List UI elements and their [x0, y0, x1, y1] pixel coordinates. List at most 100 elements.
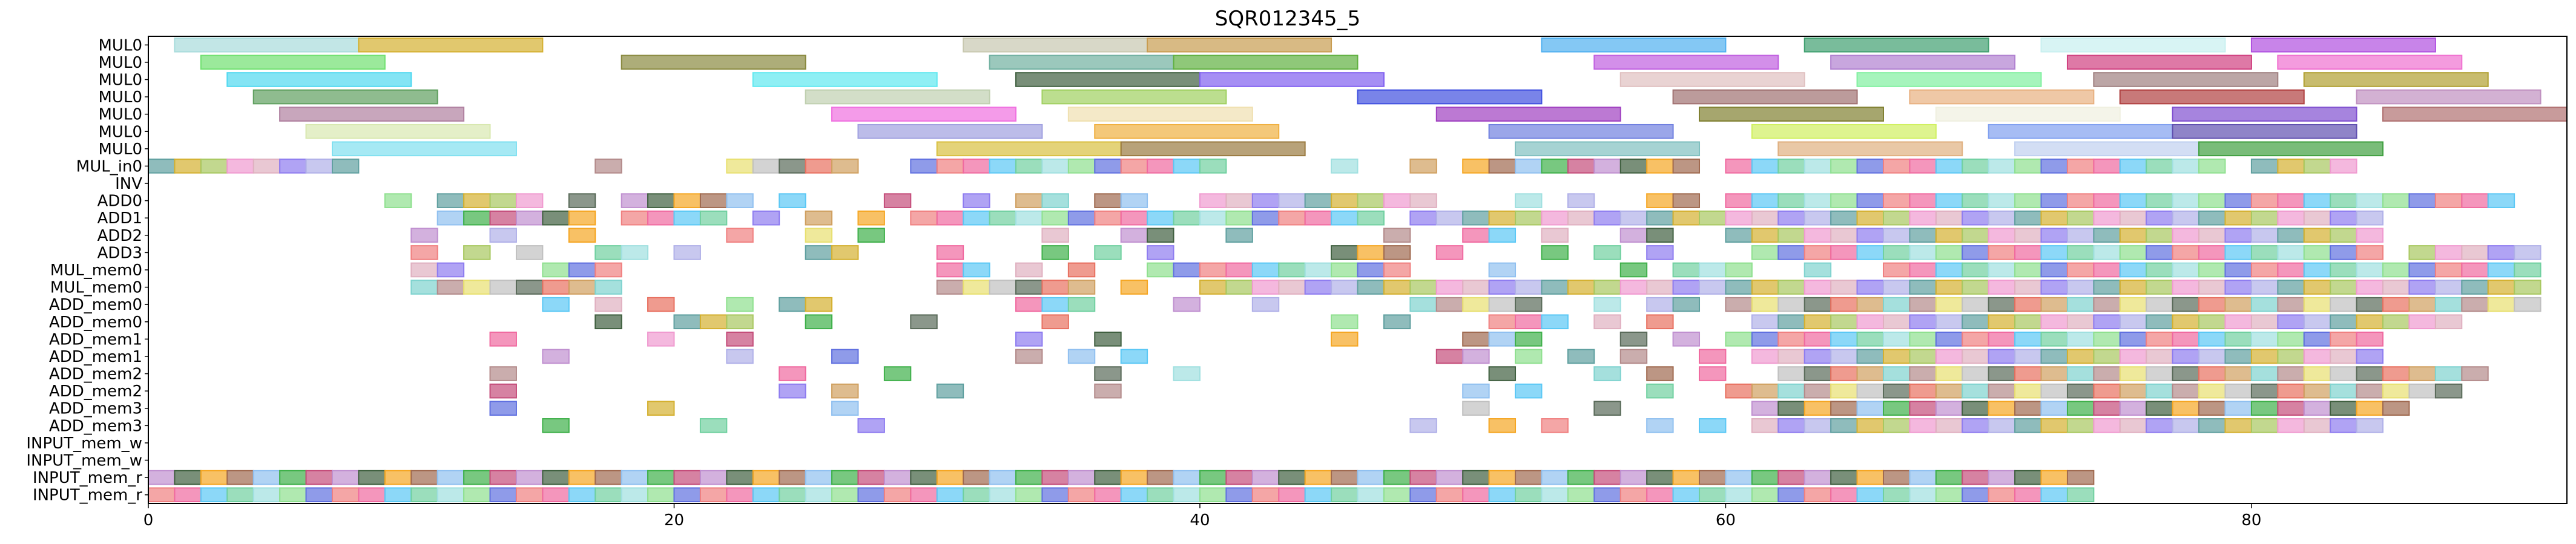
gantt-cell	[2066, 487, 2095, 503]
gantt-cell	[1988, 401, 2016, 416]
gantt-cell	[1988, 418, 2016, 433]
gantt-cell	[1804, 297, 1832, 312]
gantt-cell	[1357, 193, 1385, 208]
gantt-cell	[1462, 159, 1490, 174]
gantt-cell	[174, 487, 202, 503]
gantt-cell	[1488, 210, 1517, 226]
gantt-cell	[2487, 193, 2515, 208]
gantt-cell	[2224, 245, 2252, 260]
gantt-cell	[2040, 418, 2068, 433]
gantt-cell	[2461, 193, 2489, 208]
gantt-cell	[2382, 366, 2410, 381]
gantt-cell	[1331, 210, 1359, 226]
gantt-cell	[515, 245, 544, 260]
gantt-cell	[2303, 349, 2331, 364]
gantt-cell	[489, 193, 517, 208]
gantt-cell	[1488, 314, 1517, 330]
gantt-cell	[542, 280, 570, 295]
gantt-cell	[647, 401, 675, 416]
gantt-cell	[2514, 262, 2541, 278]
gantt-cell	[1409, 210, 1437, 226]
gantt-cell	[1094, 193, 1122, 208]
gantt-cell	[1120, 280, 1148, 295]
gantt-cell	[1699, 418, 1727, 433]
gantt-cell	[2224, 262, 2252, 278]
gantt-cell	[1094, 332, 1122, 347]
gantt-cell	[1646, 470, 1674, 485]
gantt-cell	[1777, 383, 1805, 399]
gantt-cell	[2198, 210, 2226, 226]
gantt-cell	[936, 280, 964, 295]
gantt-cell	[2277, 245, 2305, 260]
gantt-cell	[1804, 314, 1832, 330]
gantt-cell	[1094, 366, 1122, 381]
gantt-cell	[2330, 332, 2357, 347]
gantt-cell	[2014, 297, 2042, 312]
gantt-cell	[1699, 470, 1727, 485]
gantt-cell	[1304, 487, 1332, 503]
gantt-cell	[1672, 332, 1701, 347]
gantt-cell	[1751, 470, 1779, 485]
gantt-cell	[1357, 262, 1385, 278]
gantt-cell	[2014, 332, 2042, 347]
gantt-cell	[2330, 262, 2357, 278]
gantt-cell	[2224, 401, 2252, 416]
gantt-cell	[410, 470, 438, 485]
gantt-cell	[2066, 297, 2095, 312]
gantt-cell	[489, 280, 517, 295]
gantt-bar	[621, 54, 806, 70]
gantt-cell	[2040, 262, 2068, 278]
gantt-cell	[542, 418, 570, 433]
gantt-cell	[2066, 332, 2095, 347]
gantt-cell	[1699, 262, 1727, 278]
gantt-cell	[1567, 487, 1595, 503]
gantt-cell	[542, 470, 570, 485]
gantt-cell	[805, 228, 833, 243]
gantt-bar	[831, 107, 1016, 122]
gantt-cell	[2119, 245, 2147, 260]
row-label: INPUT_mem_r	[33, 487, 142, 505]
gantt-cell	[1909, 332, 1937, 347]
gantt-cell	[2356, 280, 2384, 295]
gantt-cell	[1593, 401, 1621, 416]
gantt-cell	[1935, 487, 1963, 503]
gantt-cell	[1173, 487, 1201, 503]
gantt-cell	[1882, 297, 1911, 312]
gantt-cell	[1593, 487, 1621, 503]
gantt-cell	[305, 159, 333, 174]
gantt-cell	[1593, 297, 1621, 312]
gantt-cell	[542, 487, 570, 503]
gantt-cell	[1383, 245, 1411, 260]
gantt-cell	[2356, 383, 2384, 399]
gantt-cell	[226, 487, 254, 503]
gantt-cell	[2066, 383, 2095, 399]
gantt-cell	[1882, 366, 1911, 381]
gantt-cell	[2066, 262, 2095, 278]
gantt-cell	[1882, 280, 1911, 295]
gantt-cell	[1094, 487, 1122, 503]
gantt-cell	[2408, 297, 2436, 312]
gantt-cell	[910, 159, 938, 174]
gantt-cell	[1646, 228, 1674, 243]
gantt-cell	[384, 487, 412, 503]
gantt-cell	[2408, 280, 2436, 295]
gantt-cell	[1567, 193, 1595, 208]
gantt-cell	[1725, 332, 1753, 347]
gantt-cell	[1646, 159, 1674, 174]
gantt-cell	[1304, 280, 1332, 295]
gantt-cell	[1725, 470, 1753, 485]
gantt-cell	[1935, 280, 1963, 295]
gantt-cell	[2434, 314, 2463, 330]
gantt-cell	[2172, 280, 2200, 295]
gantt-cell	[1909, 210, 1937, 226]
gantt-cell	[2250, 418, 2279, 433]
gantt-cell	[2250, 297, 2279, 312]
gantt-cell	[1804, 418, 1832, 433]
gantt-cell	[1804, 228, 1832, 243]
gantt-cell	[752, 487, 780, 503]
gantt-cell	[1225, 470, 1253, 485]
gantt-cell	[2014, 228, 2042, 243]
gantt-cell	[726, 349, 754, 364]
gantt-cell	[1147, 228, 1174, 243]
gantt-cell	[1909, 280, 1937, 295]
